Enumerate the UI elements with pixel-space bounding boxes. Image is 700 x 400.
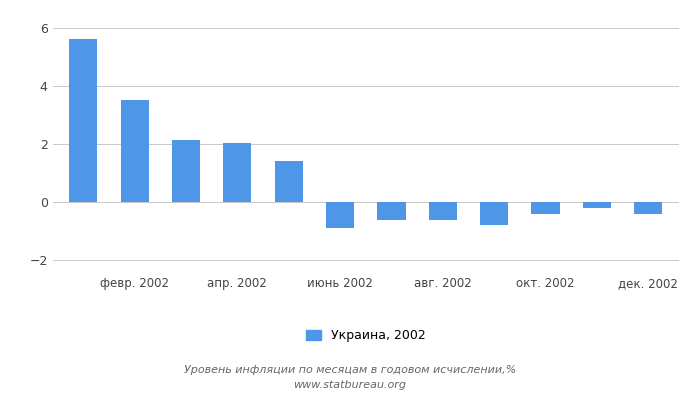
Bar — [172, 140, 200, 202]
Legend: Украина, 2002: Украина, 2002 — [301, 324, 430, 347]
Bar — [531, 202, 559, 214]
Bar — [480, 202, 508, 226]
Bar — [120, 100, 149, 202]
Bar — [582, 202, 611, 208]
Bar — [428, 202, 457, 220]
Bar — [274, 162, 303, 202]
Bar — [634, 202, 662, 214]
Bar — [377, 202, 405, 220]
Bar — [223, 142, 251, 202]
Text: www.statbureau.org: www.statbureau.org — [293, 380, 407, 390]
Text: Уровень инфляции по месяцам в годовом исчислении,%: Уровень инфляции по месяцам в годовом ис… — [184, 365, 516, 375]
Bar — [69, 39, 97, 202]
Bar — [326, 202, 354, 228]
